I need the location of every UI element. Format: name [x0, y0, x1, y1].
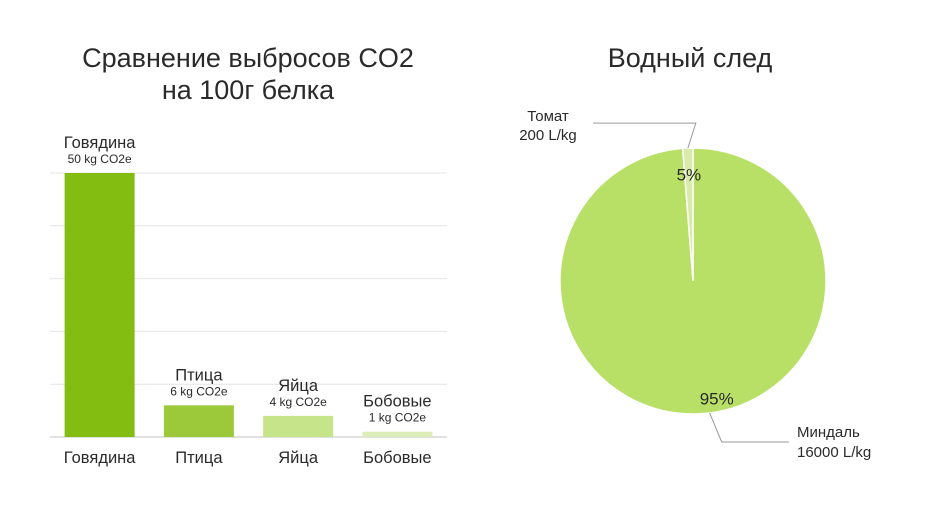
pie-slice-name-label: Томат: [527, 108, 569, 125]
pie-slice-name-label: Миндаль: [797, 424, 860, 441]
x-tick-label: Говядина: [64, 449, 136, 467]
x-tick-label: Бобовые: [363, 449, 431, 467]
bar-chart-title: Сравнение выбросов CO2 на 100г белка: [28, 42, 468, 106]
x-tick-label: Яйца: [278, 449, 319, 467]
bar-2: [163, 405, 234, 437]
pie-slice-value-label: 16000 L/kg: [797, 444, 871, 461]
bar-value-label: 50 kg CO2e: [68, 152, 132, 166]
bar-name-label: Бобовые: [363, 393, 431, 411]
bar-value-label: 4 kg CO2e: [269, 395, 327, 409]
bar-value-label: 6 kg CO2e: [170, 384, 228, 398]
x-tick-label: Птица: [175, 449, 223, 467]
pie-percent-label: 95%: [700, 390, 734, 409]
bar-chart-title-line-2: на 100г белка: [161, 75, 335, 105]
leader-line: [709, 412, 789, 443]
pie-chart-title: Водный след: [607, 43, 773, 73]
bar-name-label: Яйца: [278, 377, 319, 395]
bar-1: [64, 173, 135, 437]
bar-3: [263, 415, 334, 437]
bar-chart-title-line-1: Сравнение выбросов CO2: [82, 43, 414, 73]
bar-value-label: 1 kg CO2e: [369, 411, 427, 425]
bar-name-label: Птица: [175, 366, 223, 384]
pie-slice-value-label: 200 L/kg: [519, 127, 577, 144]
leader-line: [593, 122, 697, 149]
pie-slice-2: [681, 147, 694, 282]
bar-name-label: Говядина: [64, 134, 136, 152]
pie-percent-label: 5%: [677, 166, 702, 185]
bar-4: [362, 431, 433, 437]
